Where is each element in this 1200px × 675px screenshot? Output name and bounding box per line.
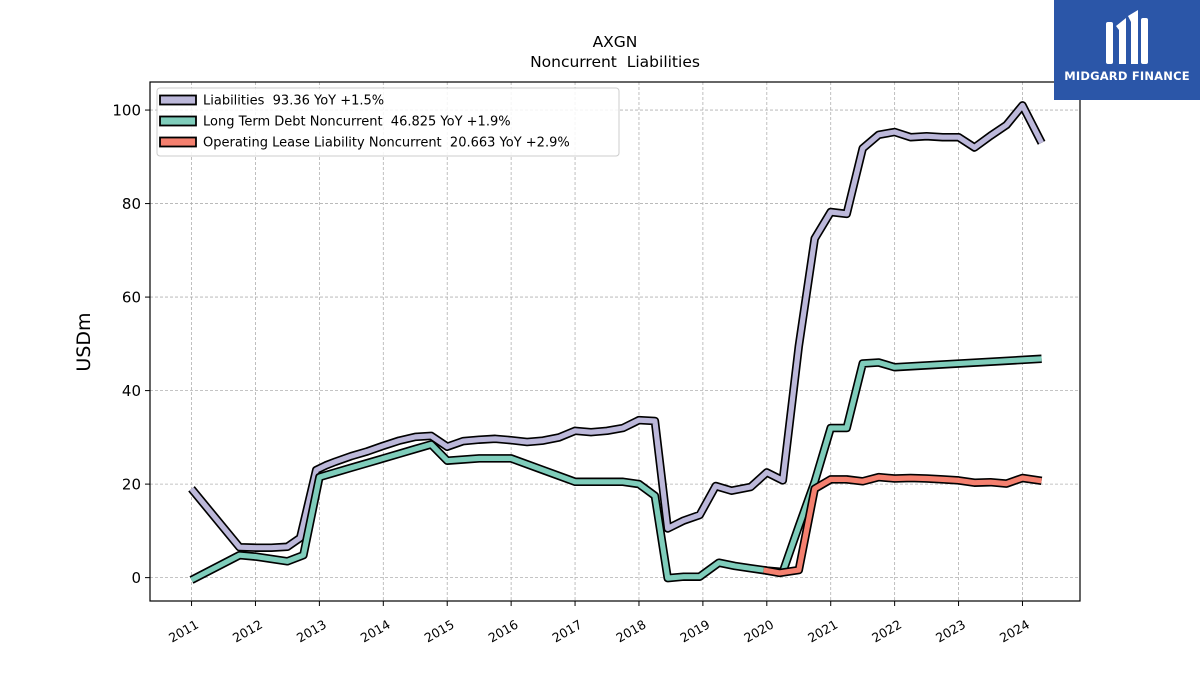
legend-label: Liabilities 93.36 YoY +1.5%	[203, 94, 384, 109]
x-tick-label: 2016	[486, 617, 521, 646]
chart-title: AXGN	[593, 33, 638, 51]
x-tick-label: 2020	[741, 617, 776, 646]
legend-swatch	[159, 94, 197, 106]
chart-subtitle: Noncurrent Liabilities	[530, 53, 700, 71]
series-line-0	[189, 102, 1044, 551]
axis-ticks: 0 20 40 60 80 100 2011 2012 2013 2014 2015 2016 2017…	[112, 102, 1032, 646]
legend: Liabilities 93.36 YoY +1.5% Long Term Deb…	[156, 87, 620, 157]
grid	[150, 82, 1080, 601]
plot-frame	[149, 81, 1081, 602]
x-tick-label: 2013	[294, 617, 329, 646]
x-tick-label: 2017	[550, 617, 585, 646]
series-line-2	[763, 474, 1042, 576]
legend-swatch	[159, 136, 197, 148]
logo-text: MIDGARD FINANCE	[1064, 69, 1190, 83]
x-tick-label: 2022	[869, 617, 904, 646]
y-tick-label: 40	[122, 382, 141, 400]
series-lines	[188, 101, 1046, 584]
legend-label: Operating Lease Liability Noncurrent 20.…	[203, 136, 570, 151]
legend-box	[156, 87, 620, 157]
legend-label: Long Term Debt Noncurrent 46.825 YoY +1.…	[203, 115, 511, 130]
y-tick-label: 20	[122, 476, 141, 494]
y-tick-label: 80	[122, 195, 141, 213]
x-tick-label: 2011	[166, 617, 201, 646]
y-axis-label: USDm	[73, 312, 95, 371]
x-tick-label: 2012	[230, 617, 265, 646]
x-tick-label: 2018	[613, 617, 648, 646]
y-tick-label: 100	[112, 102, 141, 120]
legend-swatch	[159, 115, 197, 127]
x-tick-label: 2019	[677, 617, 712, 646]
y-tick-label: 0	[131, 569, 141, 587]
x-tick-label: 2023	[933, 617, 968, 646]
brand-logo: MIDGARD FINANCE	[1054, 0, 1200, 100]
x-tick-label: 2021	[805, 617, 840, 646]
y-tick-label: 60	[122, 289, 141, 307]
logo-mark-icon	[1106, 10, 1148, 64]
x-tick-label: 2014	[358, 617, 393, 646]
x-tick-label: 2024	[997, 617, 1032, 646]
x-tick-label: 2015	[422, 617, 457, 646]
